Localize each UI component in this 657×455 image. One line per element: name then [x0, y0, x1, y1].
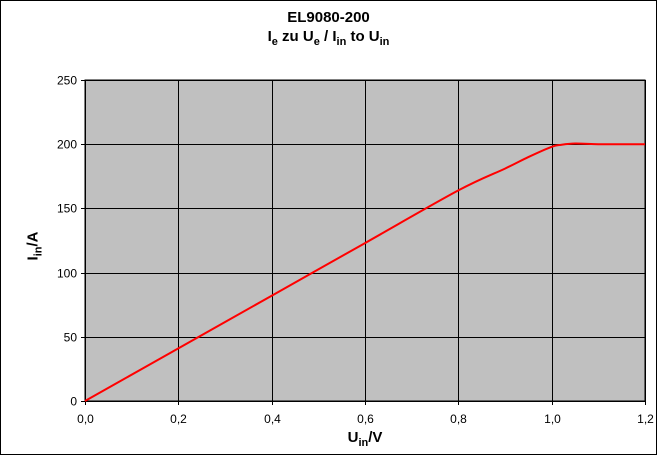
x-tick-label: 0,8 — [450, 412, 467, 426]
y-tick-label: 100 — [57, 267, 77, 281]
chart-subtitle: Ie zu Ue / Iin to Uin — [267, 28, 390, 48]
chart-title: EL9080-200 Ie zu Ue / Iin to Uin — [0, 8, 657, 48]
series-group — [84, 142, 645, 402]
y-tick-label: 250 — [57, 74, 77, 88]
x-tick-label: 1,0 — [544, 412, 561, 426]
x-tick-label: 0,0 — [77, 412, 94, 426]
y-tick-label: 50 — [64, 331, 78, 345]
chart-title-main: EL9080-200 — [287, 9, 370, 26]
x-tick-label: 0,4 — [264, 412, 281, 426]
y-tick-label: 200 — [57, 138, 77, 152]
x-tick-label: 1,2 — [637, 412, 654, 426]
x-tick-label: 0,2 — [170, 412, 187, 426]
x-axis-label: Uin/V — [347, 429, 383, 449]
y-tick-label: 150 — [57, 202, 77, 216]
x-axis-ticks: 0,0 0,2 0,4 0,6 0,8 1,0 1,2 — [77, 401, 654, 426]
y-axis-ticks: 0 50 100 150 200 250 — [57, 74, 85, 409]
series-line — [84, 142, 645, 402]
y-tick-label: 0 — [70, 395, 77, 409]
y-axis-label: Iin/A — [24, 231, 45, 261]
x-tick-label: 0,6 — [357, 412, 374, 426]
